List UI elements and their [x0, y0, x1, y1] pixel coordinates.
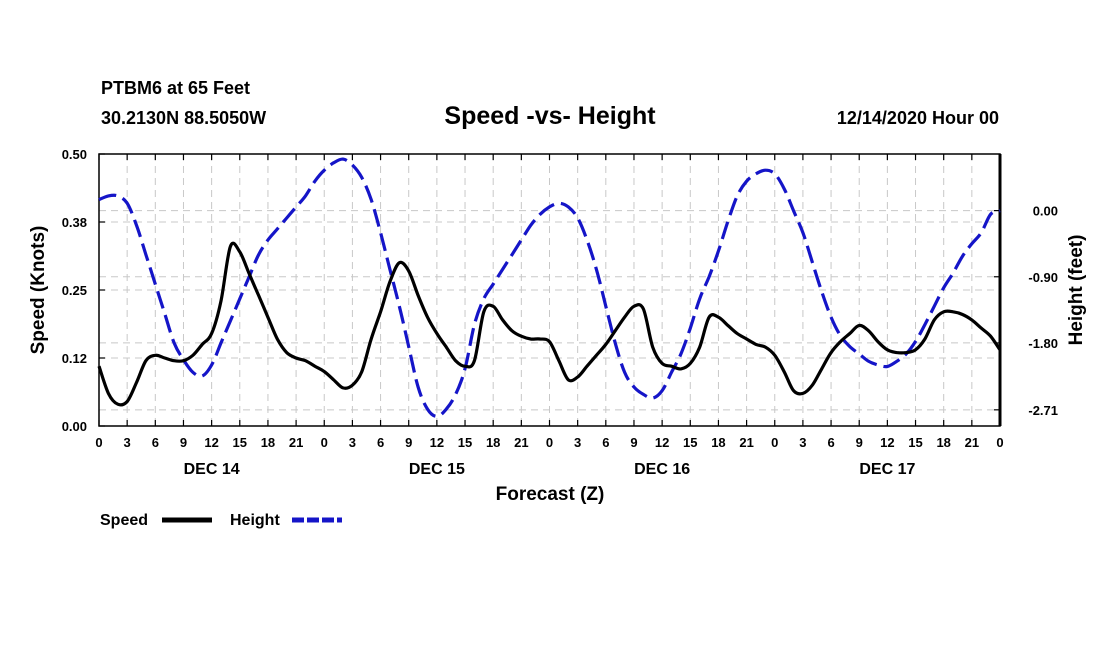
x-tick-label: 9 [630, 435, 637, 450]
x-tick-label: 15 [233, 435, 247, 450]
station-label: PTBM6 at 65 Feet [101, 78, 250, 98]
right-y-tick-label: 0.00 [1033, 204, 1058, 219]
x-tick-label: 3 [799, 435, 806, 450]
x-tick-label: 0 [95, 435, 102, 450]
right-y-tick-label: -1.80 [1028, 336, 1058, 351]
x-tick-label: 6 [602, 435, 609, 450]
x-tick-label: 9 [405, 435, 412, 450]
x-tick-label: 21 [289, 435, 303, 450]
x-tick-label: 12 [655, 435, 669, 450]
day-label: DEC 17 [859, 461, 915, 478]
x-tick-label: 9 [180, 435, 187, 450]
axis-ticks [98, 153, 1002, 427]
legend-height-label: Height [230, 512, 280, 529]
x-tick-label: 21 [965, 435, 979, 450]
x-tick-label: 0 [771, 435, 778, 450]
day-label: DEC 16 [634, 461, 690, 478]
right-y-tick-label: -2.71 [1028, 403, 1058, 418]
tick-labels: 0 3 6 9 12 15 18 21 0 3 6 9 12 15 18 21 0 3 6 9 12 15 18 21 0 3 6 9… [62, 147, 1058, 478]
legend-speed-label: Speed [100, 512, 148, 529]
x-tick-label: 3 [124, 435, 131, 450]
x-tick-label: 6 [827, 435, 834, 450]
speed-series-line [97, 241, 1002, 407]
legend: Speed Height [100, 512, 342, 529]
coordinates-label: 30.2130N 88.5050W [101, 108, 266, 128]
series-lines [97, 157, 1002, 418]
x-tick-label: 3 [349, 435, 356, 450]
x-tick-label: 9 [856, 435, 863, 450]
x-tick-label: 18 [261, 435, 275, 450]
x-tick-label: 0 [546, 435, 553, 450]
x-tick-label: 3 [574, 435, 581, 450]
grid-lines [99, 154, 1000, 426]
x-tick-label: 18 [486, 435, 500, 450]
x-tick-label: 6 [377, 435, 384, 450]
x-tick-label: 15 [908, 435, 922, 450]
x-tick-label: 15 [458, 435, 472, 450]
left-y-tick-label: 0.50 [62, 147, 87, 162]
x-tick-label: 21 [514, 435, 528, 450]
x-tick-label: 21 [739, 435, 753, 450]
x-axis-title: Forecast (Z) [496, 484, 605, 505]
x-tick-label: 15 [683, 435, 697, 450]
left-y-tick-label: 0.00 [62, 419, 87, 434]
x-tick-label: 12 [880, 435, 894, 450]
right-axis-title: Height (feet) [1066, 235, 1087, 346]
chart-title: Speed -vs- Height [444, 102, 656, 130]
left-axis-title: Speed (Knots) [28, 226, 49, 355]
x-tick-label: 12 [204, 435, 218, 450]
x-tick-label: 12 [430, 435, 444, 450]
day-label: DEC 14 [184, 461, 240, 478]
forecast-datetime: 12/14/2020 Hour 00 [837, 108, 999, 128]
x-tick-label: 0 [996, 435, 1003, 450]
x-tick-label: 6 [152, 435, 159, 450]
right-y-tick-label: -0.90 [1028, 270, 1058, 285]
day-label: DEC 15 [409, 461, 465, 478]
x-tick-label: 18 [936, 435, 950, 450]
left-y-tick-label: 0.12 [62, 351, 87, 366]
left-y-tick-label: 0.25 [62, 283, 87, 298]
left-y-tick-label: 0.38 [62, 215, 87, 230]
x-tick-label: 18 [711, 435, 725, 450]
x-tick-label: 0 [321, 435, 328, 450]
